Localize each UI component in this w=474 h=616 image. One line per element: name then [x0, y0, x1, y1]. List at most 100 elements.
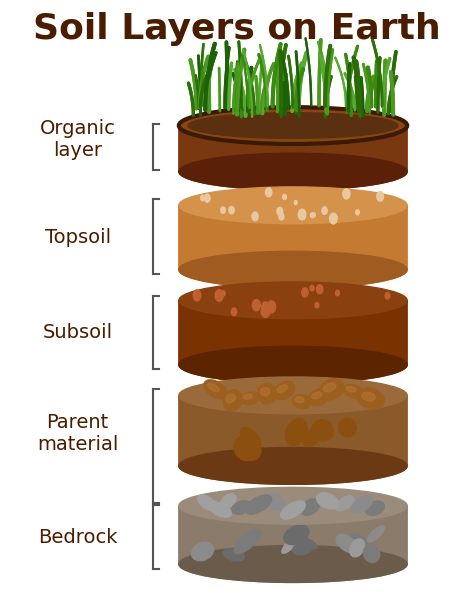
- Ellipse shape: [346, 386, 356, 392]
- Ellipse shape: [309, 389, 329, 405]
- Ellipse shape: [336, 496, 354, 511]
- Circle shape: [356, 210, 359, 215]
- Ellipse shape: [367, 526, 384, 542]
- Circle shape: [252, 299, 260, 311]
- Ellipse shape: [284, 525, 309, 545]
- Polygon shape: [179, 126, 407, 190]
- Ellipse shape: [323, 383, 336, 392]
- Ellipse shape: [179, 346, 407, 383]
- Ellipse shape: [364, 545, 380, 562]
- Circle shape: [385, 293, 390, 299]
- Ellipse shape: [282, 530, 304, 553]
- Ellipse shape: [179, 546, 407, 582]
- Ellipse shape: [191, 542, 214, 561]
- Ellipse shape: [362, 392, 375, 401]
- Ellipse shape: [319, 379, 344, 400]
- Circle shape: [322, 207, 327, 214]
- Text: Parent
material: Parent material: [37, 413, 118, 454]
- Ellipse shape: [343, 384, 364, 398]
- Circle shape: [204, 194, 210, 202]
- Ellipse shape: [179, 153, 407, 190]
- Ellipse shape: [198, 495, 216, 511]
- Ellipse shape: [260, 387, 270, 396]
- Text: Topsoil: Topsoil: [45, 228, 110, 247]
- Ellipse shape: [365, 501, 384, 516]
- Text: Soil Layers on Earth: Soil Layers on Earth: [33, 12, 441, 46]
- Ellipse shape: [179, 487, 407, 524]
- Ellipse shape: [208, 501, 231, 517]
- Circle shape: [310, 285, 314, 291]
- Ellipse shape: [267, 493, 284, 511]
- Ellipse shape: [208, 383, 219, 392]
- Ellipse shape: [351, 496, 373, 513]
- Circle shape: [261, 305, 270, 317]
- Circle shape: [294, 201, 297, 205]
- Ellipse shape: [301, 499, 320, 515]
- Ellipse shape: [204, 380, 227, 399]
- Ellipse shape: [312, 419, 333, 441]
- Ellipse shape: [234, 436, 257, 461]
- Circle shape: [317, 285, 323, 294]
- Ellipse shape: [339, 418, 356, 437]
- Ellipse shape: [223, 549, 245, 561]
- Ellipse shape: [257, 383, 277, 403]
- Circle shape: [283, 194, 286, 200]
- Ellipse shape: [179, 107, 407, 144]
- Ellipse shape: [240, 428, 261, 448]
- Text: Bedrock: Bedrock: [38, 529, 118, 548]
- Ellipse shape: [285, 419, 307, 445]
- Ellipse shape: [346, 534, 368, 546]
- Ellipse shape: [281, 501, 305, 519]
- Circle shape: [231, 308, 237, 315]
- Circle shape: [315, 302, 319, 308]
- Circle shape: [221, 207, 225, 213]
- Ellipse shape: [223, 390, 242, 411]
- Polygon shape: [179, 506, 407, 582]
- Ellipse shape: [188, 113, 398, 139]
- Ellipse shape: [336, 534, 358, 553]
- Circle shape: [229, 206, 234, 214]
- Circle shape: [301, 288, 308, 297]
- Ellipse shape: [295, 397, 304, 403]
- Ellipse shape: [179, 251, 407, 288]
- Ellipse shape: [179, 377, 407, 414]
- Circle shape: [265, 188, 272, 197]
- Ellipse shape: [179, 187, 407, 224]
- Ellipse shape: [246, 495, 272, 514]
- Ellipse shape: [274, 381, 295, 400]
- Text: Organic
layer: Organic layer: [40, 119, 116, 160]
- Ellipse shape: [317, 493, 338, 509]
- Ellipse shape: [292, 542, 313, 555]
- Circle shape: [279, 213, 284, 220]
- Ellipse shape: [357, 388, 384, 409]
- Circle shape: [215, 290, 223, 301]
- Ellipse shape: [232, 501, 251, 514]
- Circle shape: [262, 302, 269, 311]
- Text: Subsoil: Subsoil: [43, 323, 113, 342]
- Ellipse shape: [179, 282, 407, 318]
- Circle shape: [252, 212, 258, 221]
- Circle shape: [221, 291, 225, 296]
- Polygon shape: [179, 395, 407, 484]
- Circle shape: [277, 208, 283, 216]
- Polygon shape: [179, 205, 407, 288]
- Circle shape: [267, 301, 275, 313]
- Polygon shape: [179, 301, 407, 383]
- Ellipse shape: [241, 392, 259, 405]
- Ellipse shape: [350, 539, 365, 557]
- Circle shape: [343, 188, 350, 199]
- Circle shape: [310, 213, 314, 217]
- Circle shape: [201, 195, 205, 201]
- Ellipse shape: [220, 494, 236, 508]
- Circle shape: [193, 290, 201, 301]
- Ellipse shape: [236, 435, 261, 460]
- Ellipse shape: [303, 425, 328, 443]
- Circle shape: [298, 209, 306, 220]
- Ellipse shape: [288, 535, 317, 549]
- Ellipse shape: [179, 447, 407, 484]
- Circle shape: [329, 213, 337, 224]
- Circle shape: [312, 213, 315, 217]
- Ellipse shape: [243, 394, 253, 399]
- Ellipse shape: [277, 385, 287, 392]
- Ellipse shape: [226, 394, 235, 403]
